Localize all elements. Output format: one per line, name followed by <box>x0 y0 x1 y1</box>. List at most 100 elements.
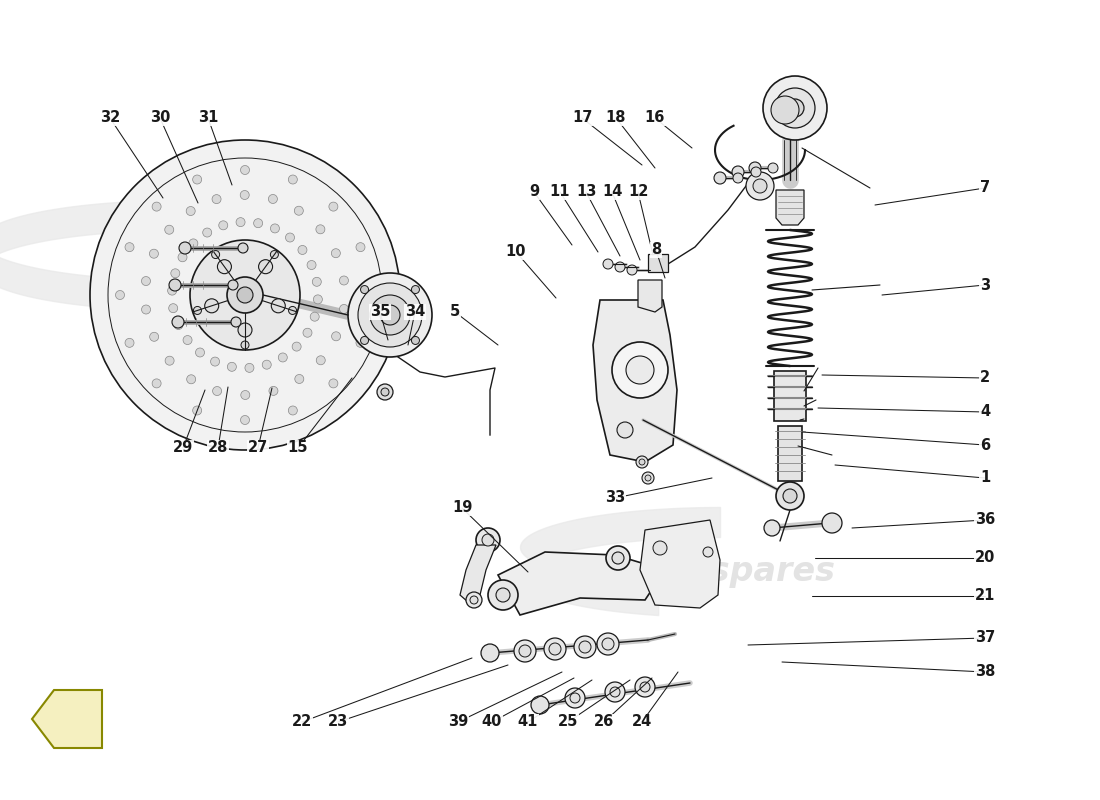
Text: 24: 24 <box>631 714 652 730</box>
Circle shape <box>271 250 278 258</box>
Circle shape <box>142 277 151 286</box>
Circle shape <box>276 322 285 330</box>
Circle shape <box>411 337 419 345</box>
Text: 28: 28 <box>208 441 228 455</box>
Circle shape <box>610 687 620 697</box>
Text: 6: 6 <box>980 438 990 453</box>
Circle shape <box>271 224 279 233</box>
Polygon shape <box>776 190 804 225</box>
Circle shape <box>544 638 566 660</box>
Text: 23: 23 <box>328 714 348 730</box>
Circle shape <box>245 363 254 372</box>
Circle shape <box>331 332 341 341</box>
Circle shape <box>224 310 233 318</box>
Circle shape <box>703 547 713 557</box>
Circle shape <box>218 301 227 310</box>
Circle shape <box>340 276 349 285</box>
Circle shape <box>219 278 228 288</box>
Circle shape <box>244 244 254 253</box>
Polygon shape <box>778 426 802 481</box>
Circle shape <box>481 644 499 662</box>
Circle shape <box>172 316 184 328</box>
Text: 34: 34 <box>405 305 425 319</box>
Text: 15: 15 <box>288 441 308 455</box>
Circle shape <box>170 269 179 278</box>
Circle shape <box>167 286 177 295</box>
Text: 33: 33 <box>605 490 625 506</box>
Circle shape <box>488 580 518 610</box>
Circle shape <box>200 314 209 323</box>
Text: 17: 17 <box>572 110 592 126</box>
Circle shape <box>340 305 349 314</box>
Circle shape <box>295 206 304 215</box>
Circle shape <box>603 259 613 269</box>
Circle shape <box>258 247 268 256</box>
Text: 14: 14 <box>602 185 623 199</box>
Text: 30: 30 <box>150 110 170 126</box>
Circle shape <box>356 338 365 347</box>
Circle shape <box>125 338 134 347</box>
Circle shape <box>776 482 804 510</box>
Circle shape <box>116 290 124 299</box>
Circle shape <box>579 641 591 653</box>
Circle shape <box>639 459 645 465</box>
Circle shape <box>771 96 799 124</box>
Text: 22: 22 <box>292 714 312 730</box>
Circle shape <box>361 337 368 345</box>
Text: 16: 16 <box>645 110 665 126</box>
Polygon shape <box>648 254 668 272</box>
Text: 5: 5 <box>450 305 460 319</box>
Circle shape <box>370 295 410 335</box>
Text: 41: 41 <box>518 714 538 730</box>
Circle shape <box>217 250 226 259</box>
Text: 35: 35 <box>370 305 390 319</box>
Circle shape <box>288 175 297 184</box>
Circle shape <box>238 243 248 253</box>
Circle shape <box>514 640 536 662</box>
Circle shape <box>288 406 297 415</box>
Circle shape <box>764 520 780 536</box>
Circle shape <box>150 250 158 258</box>
Text: eurospares: eurospares <box>144 251 355 285</box>
Circle shape <box>178 253 187 262</box>
Circle shape <box>783 489 798 503</box>
Circle shape <box>194 306 201 314</box>
Circle shape <box>263 281 273 290</box>
Text: 21: 21 <box>975 589 996 603</box>
Circle shape <box>310 312 319 321</box>
Polygon shape <box>640 520 720 608</box>
Circle shape <box>210 326 219 335</box>
Text: 19: 19 <box>452 501 472 515</box>
Text: eurospares: eurospares <box>625 555 836 589</box>
Circle shape <box>227 277 263 313</box>
Circle shape <box>317 356 326 365</box>
Circle shape <box>768 163 778 173</box>
Circle shape <box>216 290 224 298</box>
Circle shape <box>635 677 654 697</box>
Circle shape <box>602 638 614 650</box>
Circle shape <box>612 552 624 564</box>
Circle shape <box>187 374 196 384</box>
Text: 37: 37 <box>975 630 996 646</box>
Circle shape <box>212 386 221 395</box>
Circle shape <box>248 266 256 275</box>
Circle shape <box>549 643 561 655</box>
Circle shape <box>286 233 295 242</box>
Circle shape <box>288 306 297 314</box>
Circle shape <box>482 534 494 546</box>
Circle shape <box>714 172 726 184</box>
Circle shape <box>236 338 245 346</box>
Circle shape <box>212 194 221 204</box>
Circle shape <box>361 286 368 294</box>
Circle shape <box>272 299 285 313</box>
Circle shape <box>189 239 198 248</box>
Circle shape <box>470 596 478 604</box>
Text: 18: 18 <box>606 110 626 126</box>
Circle shape <box>222 334 231 342</box>
Circle shape <box>348 273 432 357</box>
Circle shape <box>822 513 842 533</box>
Circle shape <box>570 693 580 703</box>
Circle shape <box>746 172 774 200</box>
Circle shape <box>565 688 585 708</box>
Circle shape <box>411 286 419 294</box>
